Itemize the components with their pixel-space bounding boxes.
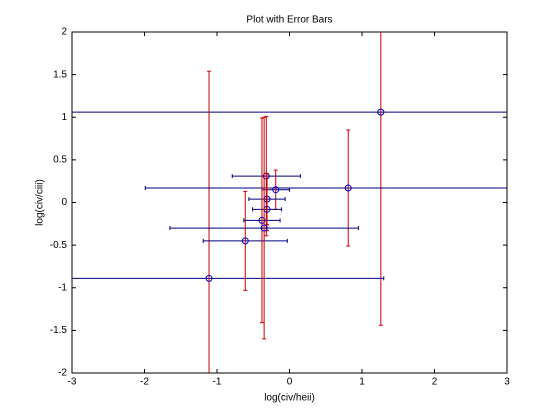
- y-tick-label: -1: [58, 282, 67, 293]
- y-tick-label: -1.5: [50, 325, 68, 336]
- x-axis-label: log(civ/heii): [264, 393, 315, 404]
- x-tick-label: -1: [213, 377, 222, 388]
- x-tick-label: 2: [432, 377, 438, 388]
- y-tick-label: -0.5: [50, 240, 68, 251]
- y-tick-label: 0: [61, 197, 67, 208]
- chart-title: Plot with Error Bars: [246, 15, 332, 26]
- x-tick-label: 0: [287, 377, 293, 388]
- y-error-bar: [207, 70, 212, 373]
- y-error-bar: [243, 190, 248, 291]
- y-axis-label: log(civ/ciii): [35, 179, 46, 226]
- marker: [205, 274, 213, 282]
- x-tick-label: 1: [359, 377, 365, 388]
- x-tick-label: -3: [68, 377, 77, 388]
- y-tick-label: -2: [58, 368, 67, 379]
- y-tick-label: 1: [61, 112, 67, 123]
- y-tick-label: 0.5: [53, 155, 67, 166]
- y-error-bar: [346, 129, 351, 247]
- y-error-bar: [378, 32, 383, 326]
- y-error-bar: [262, 116, 267, 340]
- marker: [272, 186, 280, 194]
- marker: [241, 237, 249, 245]
- y-error-bar: [264, 115, 269, 237]
- marker: [260, 224, 268, 232]
- y-tick-label: 1.5: [53, 69, 67, 80]
- marker: [344, 184, 352, 192]
- x-tick-label: 3: [504, 377, 510, 388]
- y-error-bar: [259, 117, 264, 324]
- marker: [377, 108, 385, 116]
- x-tick-label: -2: [140, 377, 149, 388]
- plot-marks: [72, 32, 507, 373]
- plot-area: [71, 31, 508, 374]
- y-tick-label: 2: [61, 27, 67, 38]
- marker: [258, 216, 266, 224]
